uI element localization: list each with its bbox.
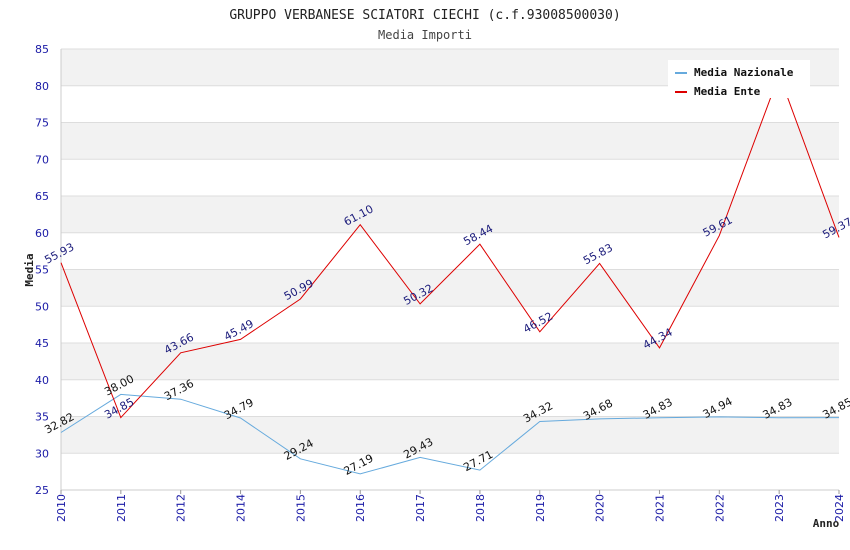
y-tick-label: 60 [35,227,49,240]
background-band [61,306,839,343]
x-tick-label: 2021 [653,494,666,522]
legend: Media Nazionale Media Ente [668,60,810,98]
x-tick-label: 2018 [474,494,487,522]
y-tick-label: 55 [35,264,49,277]
x-axis-ticks: 2010 2011 2012 2014 2015 2016 2017 2018 2019 2020… [55,490,846,522]
series-line-media-ente [60,73,840,419]
y-tick-label: 80 [35,80,49,93]
legend-box [668,60,810,98]
y-axis-ticks: 25 30 35 40 45 50 55 60 65 70 75 80 85 [35,43,49,497]
x-tick-label: 2012 [175,494,188,522]
legend-label-ente: Media Ente [694,85,761,98]
background-band [61,416,839,454]
y-tick-label: 35 [35,411,49,424]
x-tick-label: 2020 [594,494,607,522]
background-band [61,269,839,307]
x-axis-title: Anno [813,517,840,530]
y-tick-label: 25 [35,484,49,497]
chart-title: GRUPPO VERBANESE SCIATORI CIECHI (c.f.93… [229,8,620,23]
x-tick-label: 2011 [115,494,128,522]
series-line-media-nazionale [60,393,840,475]
x-tick-label: 2017 [414,494,427,522]
y-axis-title: Media [23,253,36,286]
x-tick-label: 2010 [55,494,68,522]
x-tick-label: 2014 [235,494,248,522]
x-tick-label: 2024 [833,494,846,522]
chart-subtitle: Media Importi [378,28,472,42]
y-tick-label: 30 [35,447,49,460]
x-tick-label: 2022 [713,494,726,522]
y-tick-label: 70 [35,153,49,166]
background-band [61,196,839,233]
grid-lines [60,48,839,491]
y-tick-label: 65 [35,190,49,203]
background-band [61,343,839,380]
y-tick-label: 50 [35,300,49,313]
x-tick-label: 2016 [354,494,367,522]
y-tick-label: 45 [35,337,49,350]
y-tick-label: 40 [35,374,49,387]
x-tick-label: 2015 [294,494,307,522]
series-lines [60,73,840,475]
y-tick-label: 85 [35,43,49,56]
x-tick-label: 2019 [534,494,547,522]
background-band [61,232,839,270]
y-tick-label: 75 [35,117,49,130]
x-tick-label: 2023 [773,494,786,522]
background-band [61,159,839,196]
background-bands [61,49,839,490]
background-band [61,453,839,490]
legend-label-naz: Media Nazionale [694,66,794,79]
background-band [61,379,839,417]
background-band [61,122,839,160]
